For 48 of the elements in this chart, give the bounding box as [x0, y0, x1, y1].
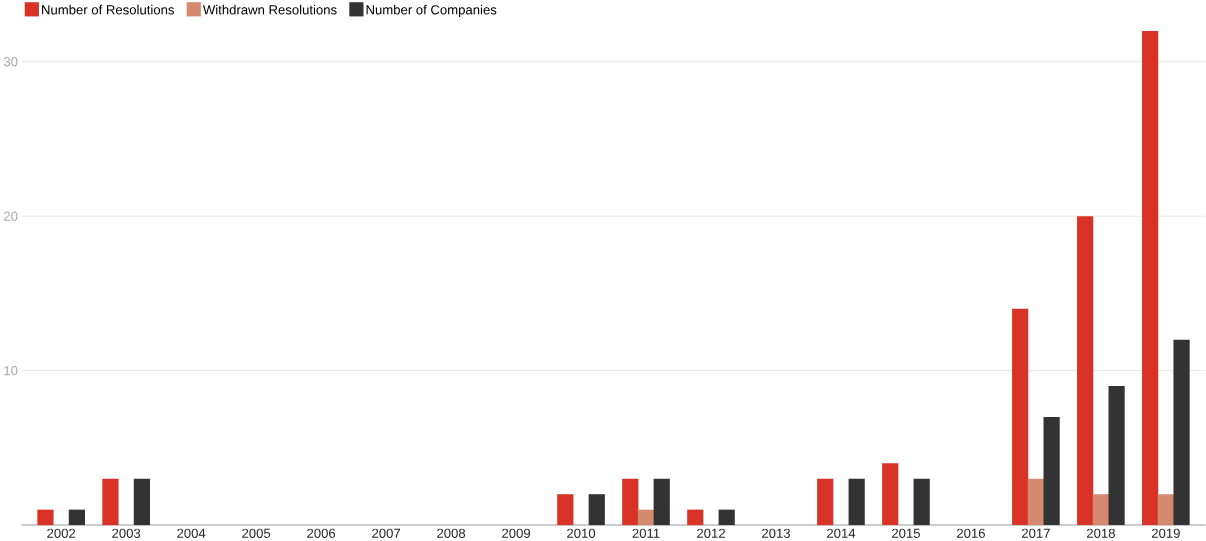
- x-tick-label: 2004: [177, 528, 206, 538]
- bar: [68, 509, 85, 525]
- x-tick-label: 2019: [1151, 528, 1180, 538]
- bar: [687, 509, 704, 525]
- legend-label: Number of Companies: [366, 4, 497, 17]
- bar: [1173, 339, 1190, 525]
- bar: [1142, 30, 1159, 525]
- bar: [37, 509, 54, 525]
- x-tick-label: 2015: [892, 528, 920, 538]
- x-tick-label: 2013: [762, 528, 790, 538]
- bar: [817, 478, 834, 525]
- bar: [1092, 494, 1109, 525]
- legend-label: Number of Resolutions: [42, 4, 175, 15]
- bar: [1012, 308, 1029, 525]
- y-tick-label: 30: [3, 56, 18, 67]
- x-tick-label: 2018: [1086, 528, 1115, 538]
- x-tick-label: 2012: [697, 528, 725, 538]
- bar: [133, 478, 150, 525]
- x-tick-label: 2007: [372, 528, 401, 538]
- x-tick-label: 2017: [1021, 528, 1050, 538]
- x-tick-label: 2008: [437, 528, 466, 538]
- x-tick-label: 2011: [632, 528, 660, 538]
- x-tick-label: 2005: [242, 528, 271, 538]
- x-tick-label: 2002: [47, 528, 76, 538]
- x-tick-label: 2003: [112, 528, 141, 538]
- bar: [653, 478, 670, 525]
- bar: [1027, 478, 1045, 525]
- x-tick-label: 2006: [307, 528, 336, 538]
- x-tick-label: 2014: [827, 528, 856, 538]
- bar: [1077, 216, 1094, 525]
- bar: [1157, 494, 1174, 525]
- bar: [102, 478, 119, 525]
- bar: [637, 509, 655, 525]
- bar: [588, 494, 605, 525]
- bar: [622, 478, 639, 525]
- bar: [848, 478, 865, 525]
- x-tick-label: 2016: [956, 528, 985, 538]
- y-tick-label: 20: [4, 211, 18, 221]
- legend-label: Withdrawn Resolutions: [202, 4, 337, 15]
- bar: [557, 494, 574, 525]
- y-tick-label: 10: [4, 365, 18, 376]
- x-tick-label: 2009: [502, 528, 531, 538]
- bar: [1043, 416, 1060, 525]
- bar: [718, 509, 735, 525]
- bar: [1108, 385, 1125, 525]
- bar: [882, 463, 899, 525]
- x-tick-label: 2010: [567, 528, 596, 538]
- bar: [913, 478, 930, 525]
